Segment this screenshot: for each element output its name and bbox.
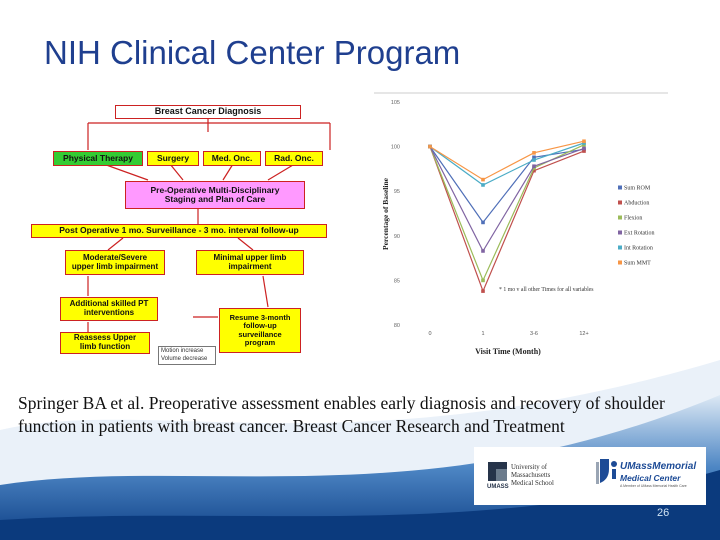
shoulder-function-chart: 105 100 95 90 85 80 0 1 3-6 12+ Sum ROM Abduction… xyxy=(372,92,670,368)
page-number: 26 xyxy=(657,507,670,519)
additional-pt-box: Additional skilled PT interventions xyxy=(60,297,158,321)
data-point xyxy=(582,146,586,151)
legend-motion-increase: Motion increase xyxy=(161,348,204,354)
resume-line-2: follow-up xyxy=(243,321,277,331)
data-point xyxy=(481,289,485,293)
diagnosis-label: Breast Cancer Diagnosis xyxy=(154,106,262,117)
data-point xyxy=(481,183,485,187)
x-axis-label: Visit Time (Month) xyxy=(475,347,541,356)
y-tick-label: 85 xyxy=(394,278,400,284)
moderate-severe-impairment-box: Moderate/Severe upper limb impairment xyxy=(65,250,165,275)
citation-text: Springer BA et al. Preoperative assessme… xyxy=(18,393,665,436)
y-axis-label: Percentage of Baseline xyxy=(381,177,390,250)
legend-marker xyxy=(618,215,622,220)
resume-line-4: program xyxy=(244,337,276,347)
legend-volume-decrease: Volume decrease xyxy=(161,356,208,362)
umass-name-line-2: Massachusetts xyxy=(511,472,551,479)
chart-annotation: * 1 mo v all other Times for all variabl… xyxy=(499,286,594,293)
y-tick-label: 90 xyxy=(394,234,400,240)
flowchart-legend: Motion increase Volume decrease xyxy=(158,346,216,365)
pre-op-line-2: Staging and Plan of Care xyxy=(164,194,266,204)
pre-operative-staging-box: Pre-Operative Multi-Disciplinary Staging… xyxy=(125,181,305,209)
data-point xyxy=(481,220,485,225)
resume-line-3: surveillance xyxy=(238,329,282,339)
data-point xyxy=(582,139,586,144)
physical-therapy-box: Physical Therapy xyxy=(53,151,143,166)
post-operative-surveillance-box: Post Operative 1 mo. Surveillance - 3 mo… xyxy=(31,224,327,238)
reassess-line-2: limb function xyxy=(79,342,131,351)
series-line xyxy=(429,142,585,186)
additional-line-2: interventions xyxy=(83,308,135,317)
y-tick-label: 95 xyxy=(394,189,400,195)
y-tick-label: 105 xyxy=(391,100,400,106)
legend-marker xyxy=(618,185,622,190)
rad-onc-box: Rad. Onc. xyxy=(265,151,323,166)
legend-label: Flexion xyxy=(624,216,642,222)
legend-label: Int Rotation xyxy=(624,246,653,252)
med-onc-label: Med. Onc. xyxy=(211,152,253,163)
series-line xyxy=(429,144,585,282)
umass-logo-mark xyxy=(488,459,617,484)
data-point xyxy=(532,151,536,155)
reassess-line-1: Reassess Upper xyxy=(73,333,137,343)
legend-label: Sum MMT xyxy=(624,261,651,267)
data-point xyxy=(532,155,536,160)
breast-cancer-diagnosis-box: Breast Cancer Diagnosis xyxy=(115,105,301,119)
x-tick-label: 12+ xyxy=(579,331,588,337)
umass-name-line-1: University of xyxy=(511,464,548,471)
memorial-name-line-2: Medical Center xyxy=(620,473,681,483)
memorial-name-line-3: A Member of UMass Memorial Health Care xyxy=(620,484,687,488)
moderate-line-2: upper limb impairment xyxy=(71,261,159,271)
legend-marker xyxy=(618,200,622,205)
moderate-line-1: Moderate/Severe xyxy=(82,252,148,262)
y-tick-label: 100 xyxy=(391,145,400,151)
legend-marker xyxy=(618,230,622,235)
chart-canvas: 105 100 95 90 85 80 0 1 3-6 12+ Sum ROM Abduction… xyxy=(374,92,668,356)
data-point xyxy=(481,249,485,253)
data-point xyxy=(582,149,586,153)
minimal-line-1: Minimal upper limb xyxy=(213,252,287,262)
minimal-line-2: impairment xyxy=(228,261,272,271)
care-model-flowchart: Breast Cancer Diagnosis Physical Therapy… xyxy=(28,92,370,368)
y-tick-label: 80 xyxy=(394,323,400,329)
chart-top-border xyxy=(374,92,668,94)
data-point xyxy=(428,144,432,149)
slide-title: NIH Clinical Center Program xyxy=(44,34,461,71)
flowchart-arrows xyxy=(87,115,331,332)
x-tick-label: 0 xyxy=(428,331,431,337)
umass-name-line-3: Medical School xyxy=(511,480,554,487)
data-point xyxy=(481,177,485,182)
legend-label: Ext Rotation xyxy=(624,231,655,237)
series-line xyxy=(429,146,585,293)
surgery-box: Surgery xyxy=(147,151,199,166)
med-onc-box: Med. Onc. xyxy=(203,151,261,166)
series-line xyxy=(429,140,585,181)
umass-abbreviation: UMASS xyxy=(487,484,509,490)
series-line xyxy=(429,146,585,253)
surgery-label: Surgery xyxy=(156,152,190,163)
legend-marker xyxy=(618,245,622,250)
pre-op-line-1: Pre-Operative Multi-Disciplinary xyxy=(150,184,280,195)
data-point xyxy=(532,158,536,162)
data-point xyxy=(532,164,536,169)
post-op-label: Post Operative 1 mo. Surveillance - 3 mo… xyxy=(59,225,299,236)
resume-line-1: Resume 3-month xyxy=(229,313,291,322)
additional-line-1: Additional skilled PT xyxy=(69,299,149,309)
memorial-name-line-1: UMassMemorial xyxy=(620,461,697,472)
reassess-box: Reassess Upper limb function xyxy=(60,332,150,354)
x-tick-label: 3-6 xyxy=(530,331,538,337)
series-line xyxy=(429,146,585,224)
x-tick-label: 1 xyxy=(481,331,484,337)
institution-logos: University of Massachusetts Medical Scho… xyxy=(474,447,706,505)
legend-label: Abduction xyxy=(624,201,649,207)
minimal-impairment-box: Minimal upper limb impairment xyxy=(196,250,304,275)
resume-surveillance-box: Resume 3-month follow-up surveillance pr… xyxy=(219,308,301,353)
physical-therapy-label: Physical Therapy xyxy=(63,152,133,163)
rad-onc-label: Rad. Onc. xyxy=(274,152,314,163)
legend-marker xyxy=(618,260,622,265)
data-point xyxy=(481,278,485,283)
data-point xyxy=(532,168,536,173)
legend-label: Sum ROM xyxy=(624,186,651,192)
